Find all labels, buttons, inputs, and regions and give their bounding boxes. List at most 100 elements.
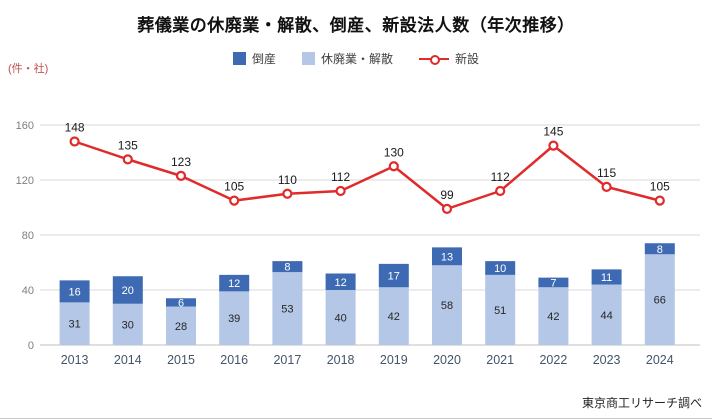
line-series xyxy=(74,140,661,211)
x-category-label: 2016 xyxy=(220,353,248,367)
line-value-label: 112 xyxy=(491,170,510,184)
line-value-label: 105 xyxy=(650,180,670,194)
bar-segment-kyuhaigyo xyxy=(432,265,462,345)
y-tick-label: 0 xyxy=(28,340,34,352)
bar-value-label: 31 xyxy=(68,319,80,331)
x-category-label: 2015 xyxy=(167,353,195,367)
bar-segment-tosan xyxy=(644,243,675,255)
bar-value-label: 30 xyxy=(122,319,134,331)
source-credit: 東京商工リサーチ調べ xyxy=(581,396,702,410)
legend-swatch-bar-light-icon xyxy=(301,52,315,65)
line-marker xyxy=(441,203,453,214)
bar-value-label: 13 xyxy=(441,251,453,263)
legend-label: 新設 xyxy=(455,52,480,66)
y-tick-label: 120 xyxy=(16,175,34,187)
x-category-label: 2020 xyxy=(433,353,461,367)
x-category-label: 2024 xyxy=(646,353,674,367)
bar-segment-tosan xyxy=(432,247,462,266)
bar-value-label: 8 xyxy=(284,262,290,274)
line-marker xyxy=(229,195,240,206)
bar-value-label: 11 xyxy=(601,272,612,284)
line-value-label: 110 xyxy=(278,173,297,187)
line-marker xyxy=(654,195,665,206)
line-marker xyxy=(335,185,346,197)
bar-segment-tosan xyxy=(219,274,250,292)
bar-value-label: 16 xyxy=(68,286,80,298)
bar-value-label: 42 xyxy=(547,311,559,323)
bar-segment-kyuhaigyo xyxy=(644,254,675,345)
line-marker xyxy=(175,170,187,181)
bar-value-label: 39 xyxy=(228,313,240,325)
line-marker xyxy=(282,188,293,199)
legend-item-tosan: 倒産 xyxy=(232,50,276,67)
bar-value-label: 53 xyxy=(281,304,293,316)
bar-value-label: 44 xyxy=(600,310,612,322)
bar-value-label: 7 xyxy=(550,277,556,289)
bar-segment-tosan xyxy=(59,280,90,303)
bar-segment-kyuhaigyo xyxy=(485,274,516,345)
line-value-label: 105 xyxy=(224,180,244,194)
legend-swatch-bar-dark-icon xyxy=(232,52,246,65)
x-category-label: 2019 xyxy=(380,353,408,367)
line-value-label: 115 xyxy=(597,166,616,180)
bar-segment-tosan xyxy=(325,273,356,290)
bar-segment-kyuhaigyo xyxy=(219,291,250,345)
legend-label: 倒産 xyxy=(251,52,276,66)
bar-value-label: 40 xyxy=(334,313,346,325)
line-marker xyxy=(601,181,612,192)
bar-value-label: 8 xyxy=(657,244,663,256)
bar-segment-kyuhaigyo xyxy=(538,287,569,345)
line-marker xyxy=(548,140,559,151)
bar-value-label: 12 xyxy=(334,277,346,289)
x-category-label: 2014 xyxy=(114,353,142,367)
line-marker xyxy=(122,154,133,165)
bar-segment-kyuhaigyo xyxy=(166,306,196,345)
bar-segment-kyuhaigyo xyxy=(325,290,356,345)
x-category-label: 2018 xyxy=(327,353,355,367)
chart-title: 葬儀業の休廃業・解散、倒産、新設法人数（年次推移） xyxy=(137,16,575,35)
bar-segment-tosan xyxy=(112,276,143,304)
bar-segment-tosan xyxy=(538,277,569,288)
bar-segment-kyuhaigyo xyxy=(59,302,90,345)
bar-segment-tosan xyxy=(485,261,516,275)
line-marker xyxy=(388,161,399,172)
bar-value-label: 12 xyxy=(228,278,240,290)
legend-item-shinsetsu: 新設 xyxy=(419,50,479,67)
bar-segment-kyuhaigyo xyxy=(378,287,409,345)
legend-label: 休廃業・解散 xyxy=(320,52,393,66)
line-marker xyxy=(69,136,80,147)
chart-svg: 0 40 80 120 160 31 16 2013 30 20 2014 28 6 2015 39 12 20… xyxy=(16,120,700,367)
bar-value-label: 58 xyxy=(441,300,453,312)
bar-value-label: 42 xyxy=(388,311,400,323)
bar-value-label: 10 xyxy=(494,263,506,275)
bar-value-label: 17 xyxy=(388,271,400,283)
chart-area: 0 40 80 120 160 31 16 2013 30 20 2014 28 6 2015 39 12 20… xyxy=(0,95,712,385)
legend: 倒産 休廃業・解散 新設 xyxy=(0,50,712,67)
legend-swatch-line-marker-icon xyxy=(419,52,449,65)
y-tick-label: 40 xyxy=(22,285,34,297)
line-value-label: 135 xyxy=(118,138,138,152)
bar-segment-tosan xyxy=(272,261,303,273)
y-tick-label: 80 xyxy=(22,230,34,242)
y-tick-label: 160 xyxy=(16,120,34,132)
legend-item-kyuhaigyo: 休廃業・解散 xyxy=(301,50,393,67)
bar-value-label: 6 xyxy=(178,297,184,309)
line-value-label: 123 xyxy=(171,155,191,169)
line-value-label: 130 xyxy=(384,145,404,159)
line-value-label: 145 xyxy=(543,125,563,139)
x-category-label: 2023 xyxy=(593,353,621,367)
bar-segment-kyuhaigyo xyxy=(591,284,622,345)
bar-value-label: 20 xyxy=(122,285,134,297)
bar-segment-tosan xyxy=(591,269,622,285)
line-marker xyxy=(495,185,506,197)
bar-segment-kyuhaigyo xyxy=(272,272,303,345)
bar-value-label: 51 xyxy=(494,305,506,317)
line-value-label: 148 xyxy=(65,121,85,135)
y-axis-unit-label: (件・社) xyxy=(8,63,49,75)
x-category-label: 2022 xyxy=(539,353,567,367)
bar-value-label: 28 xyxy=(175,321,187,333)
x-category-label: 2013 xyxy=(61,353,89,367)
bar-segment-tosan xyxy=(378,263,409,288)
line-value-label: 112 xyxy=(331,170,350,184)
